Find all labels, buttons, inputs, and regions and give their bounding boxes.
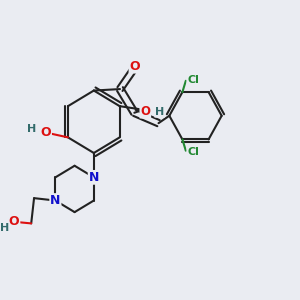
Text: N: N <box>88 171 99 184</box>
Text: O: O <box>130 60 140 73</box>
Text: O: O <box>140 105 150 118</box>
Text: O: O <box>40 126 51 140</box>
Text: O: O <box>9 215 20 228</box>
Text: Cl: Cl <box>187 147 199 157</box>
Text: H: H <box>155 107 164 117</box>
Text: H: H <box>0 224 9 233</box>
Text: N: N <box>50 194 61 207</box>
Text: H: H <box>27 124 37 134</box>
Text: Cl: Cl <box>187 75 199 85</box>
